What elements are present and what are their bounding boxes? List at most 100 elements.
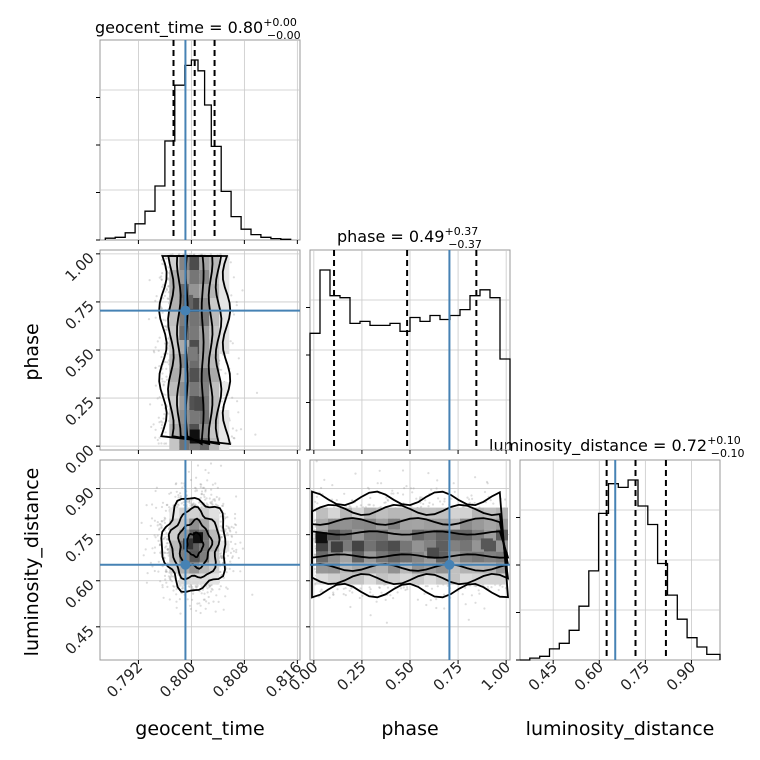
sample-point [166, 552, 169, 555]
density-cell [169, 326, 180, 340]
sample-point [153, 534, 156, 537]
sample-point [211, 483, 214, 486]
sample-point [210, 493, 213, 496]
density-cell [199, 326, 210, 340]
density-peak [187, 346, 198, 361]
sample-point [164, 325, 167, 328]
sample-point [166, 585, 169, 589]
sample-point [171, 580, 174, 583]
sample-point [161, 262, 164, 265]
sample-point [219, 515, 222, 518]
sample-point [156, 524, 159, 527]
density-cell [169, 540, 180, 552]
truth-point [180, 305, 191, 316]
sample-point [385, 621, 388, 624]
sample-point [227, 534, 230, 537]
sample-point [383, 501, 386, 504]
sample-point [229, 551, 232, 555]
sample-point [231, 342, 234, 345]
sample-point [159, 580, 162, 583]
sample-point [194, 487, 197, 490]
sample-point [215, 594, 218, 597]
density-cell [189, 438, 200, 450]
sample-point [424, 585, 427, 588]
sample-point [200, 483, 203, 486]
sample-point [214, 503, 217, 506]
sample-point [226, 587, 229, 591]
histogram-luminosity_distance [520, 479, 721, 661]
sample-point [175, 588, 178, 591]
sample-point [228, 529, 231, 532]
sample-point [203, 598, 206, 601]
density-cell [179, 396, 190, 410]
sample-point [174, 495, 177, 498]
sample-point [188, 253, 192, 256]
sample-point [224, 372, 227, 375]
sample-point [161, 272, 164, 275]
sample-point [163, 519, 166, 522]
density-cell [189, 354, 200, 368]
sample-point [165, 288, 168, 292]
sample-point [446, 584, 449, 587]
sample-point [165, 325, 168, 328]
density-cell [209, 424, 220, 438]
density-cell [199, 424, 210, 438]
grid [520, 460, 720, 660]
density-cell [189, 518, 200, 530]
sample-point [163, 557, 166, 560]
sample-point [148, 279, 151, 282]
sample-point [199, 483, 202, 486]
sample-point [167, 552, 170, 555]
sample-point [204, 490, 207, 493]
density-cell [189, 368, 200, 382]
density-cell [219, 270, 230, 284]
contour-level [160, 496, 227, 593]
sample-point [159, 523, 162, 526]
sample-point [402, 586, 405, 589]
sample-point [180, 587, 184, 590]
sample-point [163, 442, 166, 445]
sample-point [229, 340, 232, 343]
sample-point [165, 442, 168, 445]
density-cell [189, 562, 200, 574]
density-cell [209, 507, 220, 519]
sample-point [192, 592, 195, 595]
sample-point [180, 502, 183, 505]
sample-point [224, 516, 227, 519]
sample-point [161, 377, 164, 380]
title-minus: −0.10 [711, 447, 745, 460]
sample-point [164, 431, 167, 434]
sample-point [228, 567, 231, 571]
sample-point [162, 383, 165, 386]
sample-point [211, 588, 214, 591]
sample-point [160, 526, 163, 530]
sample-point [210, 488, 213, 491]
sample-point [224, 528, 227, 531]
sample-point [422, 502, 425, 506]
sample-point [166, 537, 169, 541]
sample-point [349, 505, 352, 508]
sample-point [167, 285, 170, 288]
xlabel-phase: phase [381, 718, 438, 740]
sample-point [157, 570, 160, 573]
sample-point [182, 587, 185, 590]
density-cell [199, 573, 210, 585]
sample-point [199, 611, 202, 615]
sample-point [168, 598, 171, 601]
sample-point [158, 528, 161, 531]
sample-point [188, 499, 191, 502]
density-cell [219, 438, 230, 450]
sample-point [181, 486, 184, 489]
sample-point [168, 577, 171, 580]
sample-point [498, 584, 501, 587]
sample-point [192, 503, 195, 506]
sample-point [419, 501, 422, 504]
sample-point [211, 502, 214, 505]
sample-point [187, 501, 191, 504]
density-cell [199, 551, 210, 563]
sample-point [197, 501, 201, 504]
sample-point [214, 482, 217, 485]
sample-point [160, 423, 163, 427]
sample-point [153, 551, 156, 555]
density-cell [199, 298, 210, 312]
